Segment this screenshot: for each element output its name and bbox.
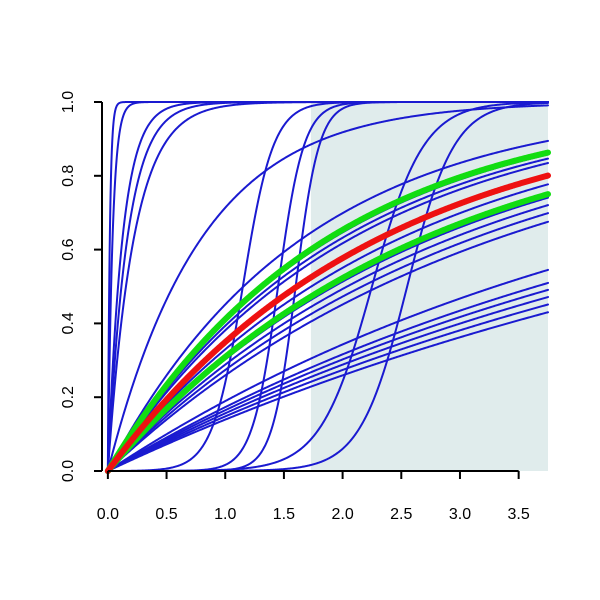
series-line-green-27 <box>104 191 551 474</box>
y-tick-label-3: 0.6 <box>60 238 77 260</box>
y-tick-label-5: 1.0 <box>60 91 77 113</box>
series-line-blue-14 <box>106 162 549 472</box>
series-line-red-28 <box>104 172 551 474</box>
x-tick-label-2: 1.0 <box>214 506 236 523</box>
series-line-blue-20 <box>106 268 549 472</box>
series-line-blue-15 <box>106 183 549 472</box>
series-line-blue-24 <box>106 303 549 472</box>
x-tick-label-0: 0.0 <box>97 506 119 523</box>
y-tick-label-2: 0.4 <box>60 312 77 334</box>
x-tick-label-3: 1.5 <box>273 506 295 523</box>
series-layer <box>104 101 551 474</box>
series-line-blue-17 <box>106 204 549 472</box>
series-line-blue-11 <box>106 139 549 472</box>
x-tick-label-5: 2.5 <box>390 506 412 523</box>
axes-layer: 0.0 0.5 1.0 1.5 2.0 2.5 3.0 3.5 0.0 0.2 0.4 0.6 0.8 1… <box>60 91 530 523</box>
x-tick-label-7: 3.5 <box>508 506 530 523</box>
series-line-green-26 <box>104 149 551 474</box>
series-line-blue-22 <box>106 288 549 472</box>
series-line-blue-10 <box>106 101 549 472</box>
y-tick-label-4: 0.8 <box>60 165 77 187</box>
x-tick-label-4: 2.0 <box>331 506 353 523</box>
series-line-blue-18 <box>106 212 549 472</box>
x-tick-label-1: 0.5 <box>155 506 177 523</box>
series-line-blue-25 <box>106 311 549 472</box>
y-tick-label-0: 0.0 <box>60 460 77 482</box>
x-tick-label-6: 3.0 <box>449 506 471 523</box>
series-line-blue-19 <box>106 220 549 472</box>
series-line-blue-23 <box>106 296 549 472</box>
series-line-blue-13 <box>106 157 549 472</box>
y-tick-label-1: 0.2 <box>60 386 77 408</box>
series-line-blue-21 <box>106 281 549 472</box>
